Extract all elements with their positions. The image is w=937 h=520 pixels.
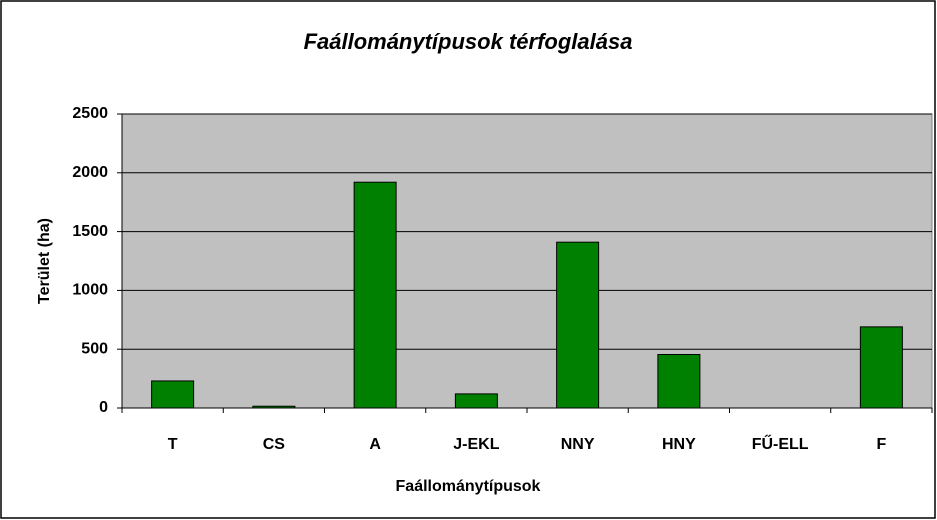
bar	[859, 326, 903, 409]
x-tick-label: CS	[263, 436, 286, 453]
y-tick-label: 1000	[72, 282, 108, 299]
x-tick-label: T	[168, 436, 178, 453]
y-tick-label: 1500	[72, 223, 108, 240]
bar	[556, 241, 600, 409]
x-tick-label: J-EKL	[453, 436, 499, 453]
bar	[657, 353, 701, 409]
y-tick-label: 2000	[72, 164, 108, 181]
x-axis-label: Faállománytípusok	[396, 478, 541, 495]
bar	[151, 380, 195, 409]
y-axis-label: Terület (ha)	[36, 218, 53, 304]
x-tick-label: A	[369, 436, 381, 453]
x-tick-label: NNY	[561, 436, 595, 453]
x-tick-label: FŰ-ELL	[752, 434, 809, 453]
y-tick-label: 500	[81, 340, 108, 357]
plot-area	[121, 113, 933, 409]
y-tick-label: 2500	[72, 105, 108, 122]
x-tick-label: F	[876, 436, 886, 453]
y-tick-label: 0	[99, 399, 108, 416]
bar	[454, 393, 498, 409]
bar	[353, 181, 397, 409]
x-tick-label: HNY	[662, 436, 696, 453]
chart-title: Faállománytípusok térfoglalása	[304, 29, 633, 54]
